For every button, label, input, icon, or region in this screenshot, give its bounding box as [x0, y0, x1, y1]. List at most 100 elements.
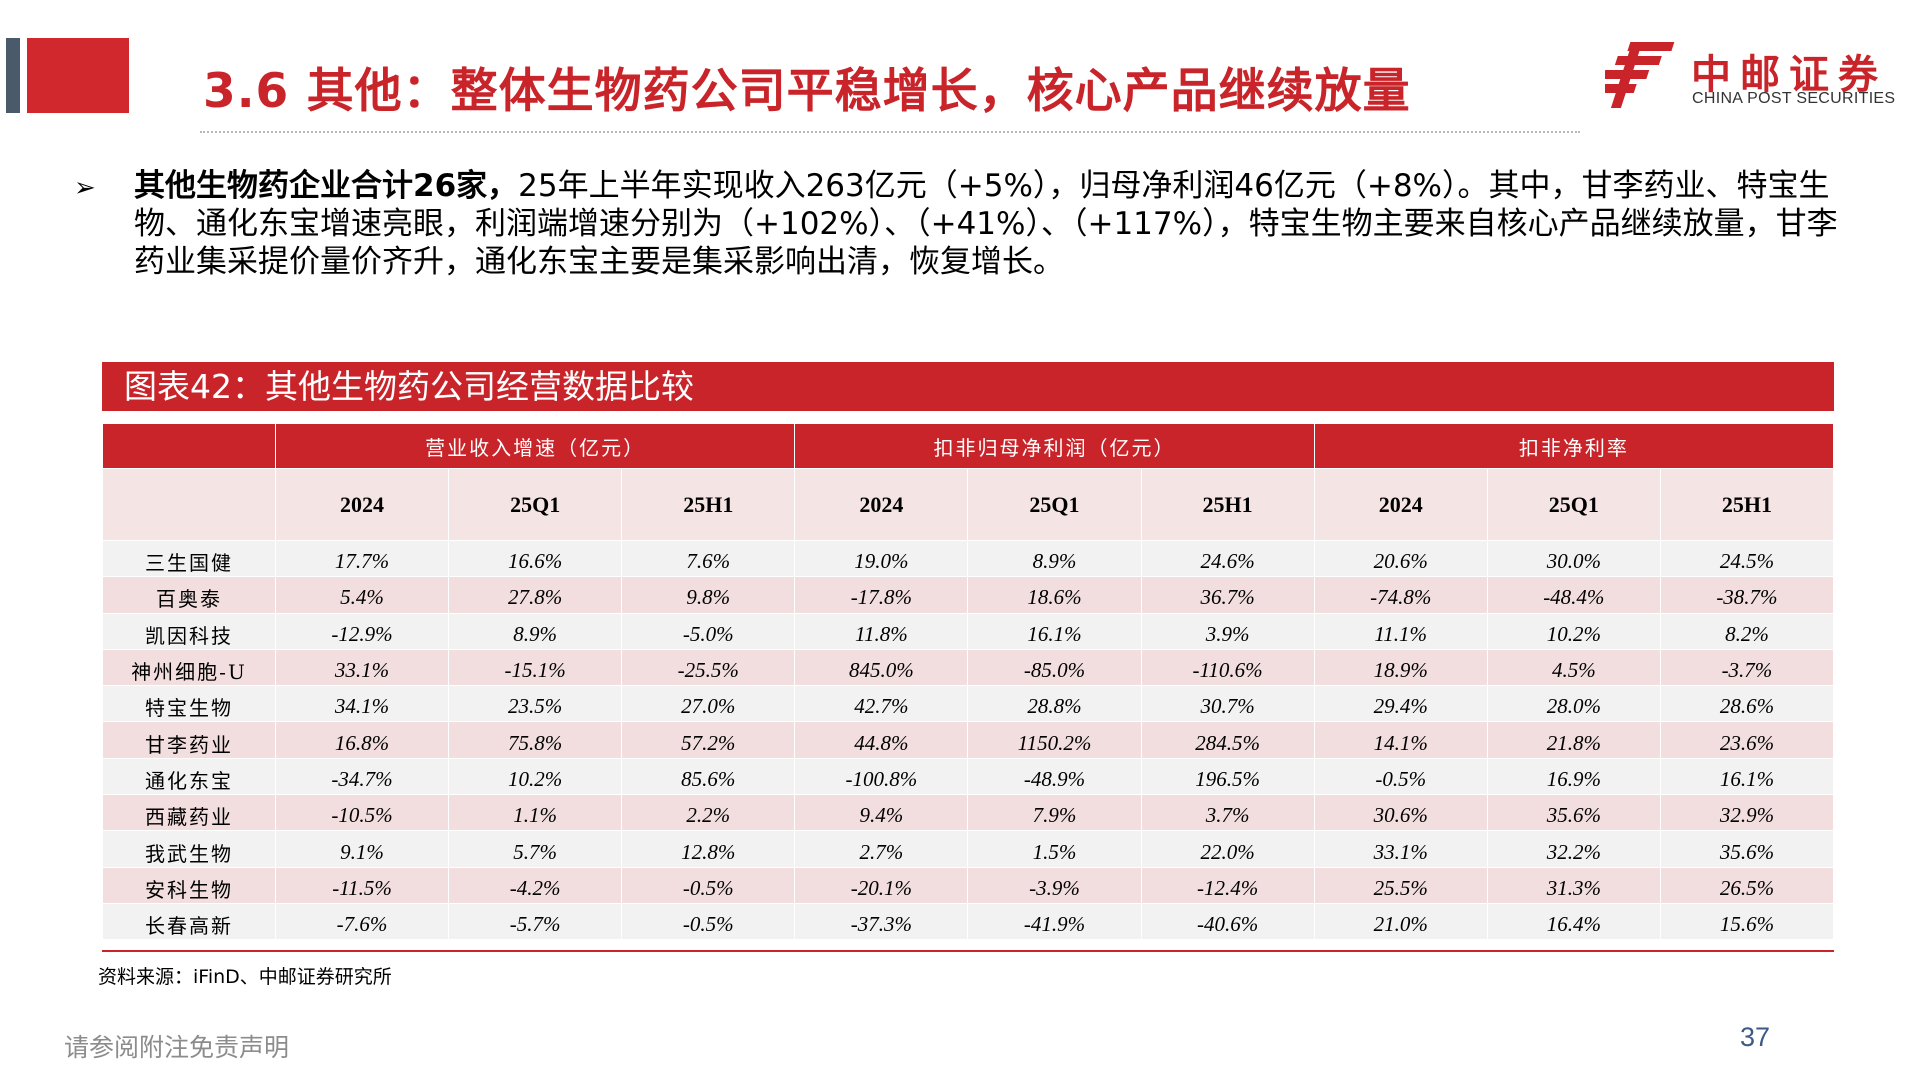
value-cell: 75.8% [448, 721, 623, 759]
value-cell: 33.1% [274, 648, 450, 687]
bullet-paragraph: 其他生物药企业合计26家，25年上半年实现收入263亿元（+5%），归母净利润4… [134, 167, 1854, 281]
table-row: 百奥泰 5.4% 27.8% 9.8% -17.8% 18.6% 36.7% -74.8% -4… [102, 576, 1835, 614]
value-cell: -0.5% [1313, 757, 1488, 796]
company-name-cell: 甘李药业 [102, 721, 276, 759]
value-cell: -10.5% [274, 794, 450, 832]
value-cell: 44.8% [794, 721, 969, 759]
value-cell: 28.6% [1659, 685, 1835, 723]
value-cell: -0.5% [621, 866, 796, 904]
value-cell: 2.7% [794, 830, 969, 868]
group-header: 营业收入增速（亿元） [274, 423, 796, 469]
value-cell: 17.7% [274, 539, 450, 578]
value-cell: 24.5% [1659, 539, 1835, 578]
value-cell: 16.9% [1486, 757, 1661, 796]
value-cell: -0.5% [621, 902, 796, 941]
value-cell: 10.2% [448, 757, 623, 796]
value-cell: -110.6% [1140, 648, 1315, 687]
value-cell: 32.2% [1486, 830, 1661, 868]
value-cell: 57.2% [621, 721, 796, 759]
table-row: 西藏药业 -10.5% 1.1% 2.2% 9.4% 7.9% 3.7% 30.6% 35.6%… [102, 794, 1835, 832]
china-post-logo-icon [1605, 42, 1675, 108]
value-cell: 26.5% [1659, 866, 1835, 904]
value-cell: 33.1% [1313, 830, 1488, 868]
value-cell: 28.8% [967, 685, 1142, 723]
value-cell: -15.1% [448, 648, 623, 687]
page-number: 37 [1740, 1022, 1771, 1052]
period-header: 2024 [1313, 468, 1488, 541]
period-header: 25H1 [1140, 468, 1315, 541]
value-cell: 27.8% [448, 576, 623, 614]
company-name-cell: 神州细胞-U [102, 648, 276, 687]
company-name-cell: 百奥泰 [102, 576, 276, 614]
value-cell: 1150.2% [967, 721, 1142, 759]
value-cell: -48.4% [1486, 576, 1661, 614]
value-cell: -38.7% [1659, 576, 1835, 614]
value-cell: 85.6% [621, 757, 796, 796]
value-cell: 5.7% [448, 830, 623, 868]
logo-chinese-name: 中邮证券 [1691, 52, 1887, 98]
value-cell: -41.9% [967, 902, 1142, 941]
value-cell: 19.0% [794, 539, 969, 578]
slide-title: 3.6 其他：整体生物药公司平稳增长，核心产品继续放量 [203, 64, 1411, 119]
value-cell: 42.7% [794, 685, 969, 723]
value-cell: 10.2% [1486, 612, 1661, 650]
table-row: 甘李药业 16.8% 75.8% 57.2% 44.8% 1150.2% 284.5% 14.… [102, 721, 1835, 759]
value-cell: -4.2% [448, 866, 623, 904]
table-period-header-row: 2024 25Q1 25H1 2024 25Q1 25H1 2024 25Q1 … [102, 468, 1835, 541]
value-cell: 24.6% [1140, 539, 1315, 578]
value-cell: -12.9% [274, 612, 450, 650]
table-row: 特宝生物 34.1% 23.5% 27.0% 42.7% 28.8% 30.7% 29.4% 2… [102, 685, 1835, 723]
table-row: 三生国健 17.7% 16.6% 7.6% 19.0% 8.9% 24.6% 20.6% 30.… [102, 539, 1835, 578]
period-header: 2024 [274, 468, 450, 541]
value-cell: -25.5% [621, 648, 796, 687]
company-name-cell: 特宝生物 [102, 685, 276, 723]
value-cell: -48.9% [967, 757, 1142, 796]
value-cell: 2.2% [621, 794, 796, 832]
table-row: 长春高新 -7.6% -5.7% -0.5% -37.3% -41.9% -40.6% 21.… [102, 902, 1835, 941]
group-header: 扣非归母净利润（亿元） [794, 423, 1315, 469]
value-cell: 9.4% [794, 794, 969, 832]
value-cell: 23.6% [1659, 721, 1835, 759]
period-header: 25H1 [621, 468, 796, 541]
table-bottom-rule [102, 950, 1834, 952]
value-cell: 8.9% [448, 612, 623, 650]
value-cell: 7.9% [967, 794, 1142, 832]
red-accent-block [27, 38, 129, 113]
value-cell: 29.4% [1313, 685, 1488, 723]
value-cell: 18.9% [1313, 648, 1488, 687]
data-source-note: 资料来源：iFinD、中邮证券研究所 [98, 966, 392, 988]
value-cell: 36.7% [1140, 576, 1315, 614]
value-cell: -37.3% [794, 902, 969, 941]
bullet-body: 25年上半年实现收入263亿元（+5%），归母净利润46亿元（+8%）。其中，甘… [134, 168, 1838, 280]
value-cell: 16.4% [1486, 902, 1661, 941]
period-header: 25Q1 [448, 468, 623, 541]
table-corner-cell [102, 423, 276, 469]
value-cell: -74.8% [1313, 576, 1488, 614]
company-name-cell: 安科生物 [102, 866, 276, 904]
value-cell: -100.8% [794, 757, 969, 796]
comparison-table: 营业收入增速（亿元） 扣非归母净利润（亿元） 扣非净利率 2024 25Q1 2… [102, 423, 1835, 941]
company-name-cell: 通化东宝 [102, 757, 276, 796]
group-header: 扣非净利率 [1313, 423, 1835, 469]
value-cell: 8.2% [1659, 612, 1835, 650]
value-cell: 32.9% [1659, 794, 1835, 832]
value-cell: -85.0% [967, 648, 1142, 687]
value-cell: -5.0% [621, 612, 796, 650]
value-cell: -7.6% [274, 902, 450, 941]
value-cell: 23.5% [448, 685, 623, 723]
value-cell: 25.5% [1313, 866, 1488, 904]
period-header: 25Q1 [1486, 468, 1661, 541]
value-cell: 20.6% [1313, 539, 1488, 578]
bullet-highlight: 其他生物药企业合计26家， [134, 168, 519, 204]
company-name-cell: 凯因科技 [102, 612, 276, 650]
value-cell: 31.3% [1486, 866, 1661, 904]
value-cell: 284.5% [1140, 721, 1315, 759]
table-row: 神州细胞-U 33.1% -15.1% -25.5% 845.0% -85.0% -110.… [102, 648, 1835, 687]
value-cell: -3.7% [1659, 648, 1835, 687]
value-cell: 21.0% [1313, 902, 1488, 941]
value-cell: 1.5% [967, 830, 1142, 868]
value-cell: 4.5% [1486, 648, 1661, 687]
value-cell: 16.1% [967, 612, 1142, 650]
value-cell: 8.9% [967, 539, 1142, 578]
disclaimer-link[interactable]: 请参阅附注免责声明 [64, 1033, 290, 1062]
